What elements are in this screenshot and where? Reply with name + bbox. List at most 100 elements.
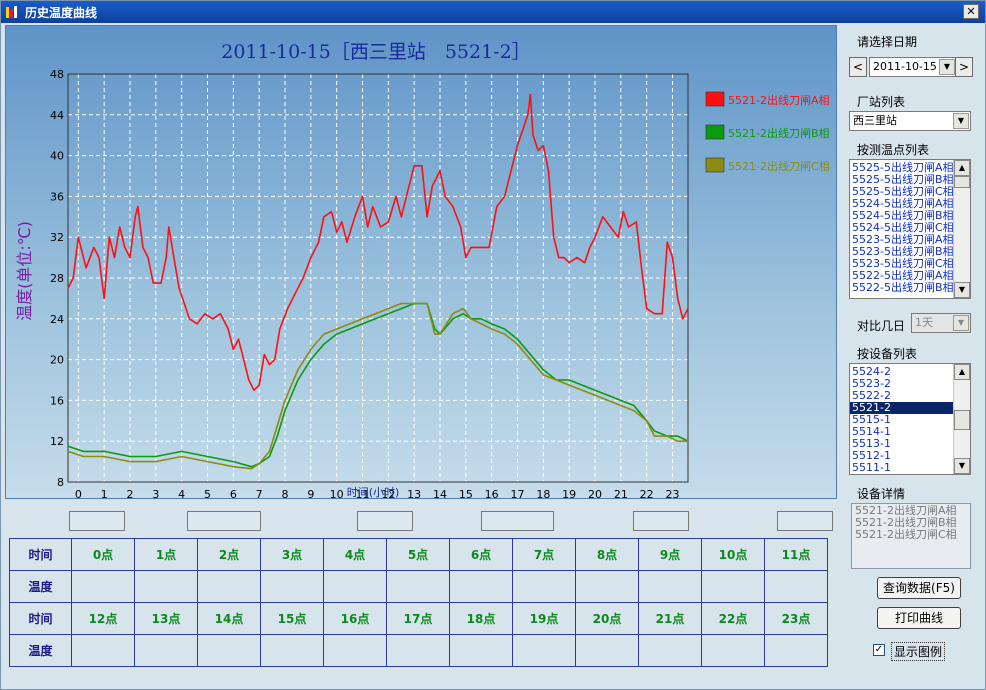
chart-lines	[67, 93, 689, 470]
x-tick-label: 12	[381, 488, 395, 500]
devices-list-item[interactable]: 5524-2	[852, 365, 891, 378]
hour-header-cell: 7点	[512, 538, 576, 571]
temperature-cell	[575, 570, 639, 603]
points-list-item[interactable]: 5523-5出线刀闸A相	[852, 233, 954, 246]
station-select[interactable]: 西三里站 ▼	[849, 111, 971, 131]
hour-header-cell: 21点	[638, 602, 702, 635]
temperature-cell	[386, 634, 450, 667]
points-list-item[interactable]: 5522-5出线刀闸A相	[852, 269, 954, 282]
temperature-cell	[71, 634, 135, 667]
hour-header-cell: 6点	[449, 538, 513, 571]
detail-label: 设备详情	[857, 487, 906, 501]
hour-header-cell: 5点	[386, 538, 450, 571]
x-tick-label: 13	[407, 488, 421, 500]
points-scrollbar[interactable]: ▲ ▼	[953, 160, 970, 298]
title-bar[interactable]: 历史温度曲线 ✕	[1, 1, 985, 23]
temperature-cell	[701, 570, 765, 603]
chart-legend: 5521-2出线刀闸A相 5521-2出线刀闸B相 5521-2出线刀闸C相	[705, 91, 830, 173]
devices-list-item[interactable]: 5523-2	[852, 377, 891, 390]
x-tick-label: 8	[282, 488, 289, 500]
chart-panel: 8 12 16 20 24 28 32 36 40 44 48 0 1 2 3 4 5 6 7 8 9 10 11 12 13 1…	[5, 25, 837, 500]
points-list-item[interactable]: 5525-5出线刀闸C相	[852, 185, 954, 198]
temperature-cell	[197, 570, 261, 603]
date-picker[interactable]: 2011-10-15 ▼	[869, 57, 957, 77]
hour-header-cell: 22点	[701, 602, 765, 635]
next-date-button[interactable]: >	[955, 57, 973, 77]
scroll-thumb[interactable]	[954, 176, 970, 188]
devices-label: 按设备列表	[857, 347, 918, 361]
hour-header-cell: 18点	[449, 602, 513, 635]
temperature-row: 温度	[9, 634, 828, 667]
devices-list-item[interactable]: 5511-1	[852, 461, 891, 474]
show-legend-checkbox[interactable]: ✓	[873, 644, 885, 656]
legend-label: 5521-2出线刀闸C相	[728, 159, 830, 173]
chevron-down-icon[interactable]: ▼	[953, 315, 969, 331]
compare-value: 1天	[915, 316, 933, 329]
row-header: 温度	[9, 570, 72, 603]
legend-label: 5521-2出线刀闸A相	[728, 93, 830, 107]
devices-list-item[interactable]: 5512-1	[852, 449, 891, 462]
devices-list-item[interactable]: 5513-1	[852, 437, 891, 450]
temperature-cell	[764, 634, 828, 667]
date-value: 2011-10-15	[873, 60, 937, 73]
row-header: 温度	[9, 634, 72, 667]
temperature-cell	[260, 570, 324, 603]
time-box	[187, 511, 261, 531]
devices-list-item[interactable]: 5522-2	[852, 389, 891, 402]
series-line-2	[67, 302, 688, 470]
chevron-down-icon[interactable]: ▼	[953, 113, 969, 129]
scroll-thumb[interactable]	[954, 410, 970, 430]
points-list-item[interactable]: 5525-5出线刀闸B相	[852, 173, 954, 186]
row-header: 时间	[9, 538, 72, 571]
devices-list-item[interactable]: 5521-2	[850, 402, 970, 414]
compare-days-select[interactable]: 1天 ▼	[911, 313, 971, 333]
print-button[interactable]: 打印曲线	[877, 607, 961, 629]
time-box	[633, 511, 689, 531]
scroll-up-icon[interactable]: ▲	[954, 364, 970, 380]
points-list-item[interactable]: 5525-5出线刀闸A相	[852, 161, 954, 174]
query-button[interactable]: 查询数据(F5)	[877, 577, 961, 599]
chevron-down-icon[interactable]: ▼	[939, 59, 955, 75]
date-label: 请选择日期	[857, 35, 918, 49]
points-label: 按测温点列表	[857, 143, 930, 157]
prev-date-button[interactable]: <	[849, 57, 867, 77]
legend-label: 5521-2出线刀闸B相	[728, 126, 830, 140]
devices-scrollbar[interactable]: ▲ ▼	[953, 364, 970, 474]
points-list-item[interactable]: 5524-5出线刀闸A相	[852, 197, 954, 210]
close-button[interactable]: ✕	[963, 4, 979, 19]
temperature-cell	[638, 634, 702, 667]
x-tick-label: 0	[75, 488, 82, 500]
points-list-item[interactable]: 5522-5出线刀闸B相	[852, 281, 954, 294]
points-list-item[interactable]: 5523-5出线刀闸C相	[852, 257, 954, 270]
device-detail-box[interactable]: 5521-2出线刀闸A相 5521-2出线刀闸B相 5521-2出线刀闸C相	[851, 503, 971, 569]
app-icon	[5, 5, 19, 19]
window-title: 历史温度曲线	[25, 5, 98, 20]
points-list[interactable]: 5525-5出线刀闸A相 5525-5出线刀闸B相 5525-5出线刀闸C相 5524…	[849, 159, 971, 299]
devices-list-item[interactable]: 5515-1	[852, 413, 891, 426]
devices-list[interactable]: 5524-2 5523-2 5522-2 5521-2 5515-1 5514-1 5513…	[849, 363, 971, 475]
temperature-cell	[134, 634, 198, 667]
hour-header-cell: 12点	[71, 602, 135, 635]
x-tick-label: 10	[330, 488, 344, 500]
temperature-cell	[449, 570, 513, 603]
x-tick-label: 18	[536, 488, 550, 500]
hour-header-cell: 2点	[197, 538, 261, 571]
points-list-item[interactable]: 5524-5出线刀闸B相	[852, 209, 954, 222]
hour-header-cell: 17点	[386, 602, 450, 635]
hour-header-cell: 8点	[575, 538, 639, 571]
legend-swatch	[705, 124, 725, 140]
scroll-down-icon[interactable]: ▼	[954, 282, 970, 298]
points-list-item[interactable]: 5524-5出线刀闸C相	[852, 221, 954, 234]
x-tick-label: 17	[511, 488, 525, 500]
y-tick-label: 36	[50, 190, 64, 203]
x-tick-label: 4	[178, 488, 185, 500]
time-row: 时间 0点 1点 2点 3点 4点 5点 6点 7点 8点 9点 10点 11点	[9, 538, 828, 571]
scroll-up-icon[interactable]: ▲	[954, 160, 970, 176]
show-legend-label[interactable]: 显示图例	[891, 642, 946, 661]
hour-header-cell: 15点	[260, 602, 324, 635]
hour-header-cell: 3点	[260, 538, 324, 571]
points-list-item[interactable]: 5523-5出线刀闸B相	[852, 245, 954, 258]
scroll-down-icon[interactable]: ▼	[954, 458, 970, 474]
devices-list-item[interactable]: 5514-1	[852, 425, 891, 438]
